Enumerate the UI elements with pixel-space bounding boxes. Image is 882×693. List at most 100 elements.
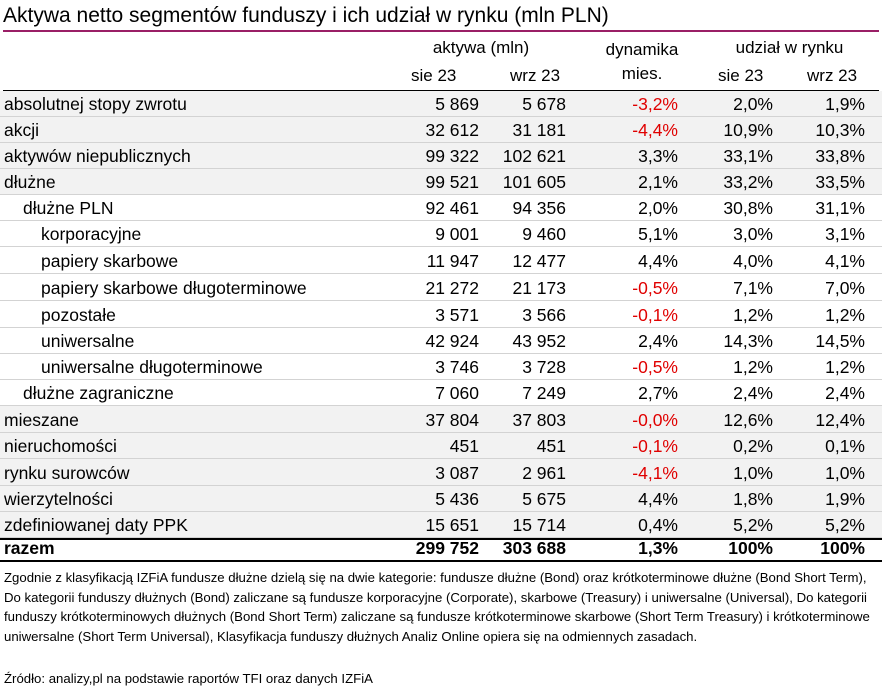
dynamics-cell: -3,2% [632, 94, 678, 114]
header-dynamics-line2: mies. [621, 64, 663, 83]
assets-sep-cell: 7 249 [522, 383, 566, 403]
table-row: zdefiniowanej daty PPK 15 651 15 714 0,4% 5,… [0, 512, 882, 538]
assets-sep-cell: 15 714 [512, 515, 566, 535]
header-dynamics-line1: dynamika [605, 40, 679, 59]
dynamics-cell: -0,5% [632, 278, 678, 298]
table-row: absolutnej stopy zwrotu 5 869 5 678 -3,2% 2,… [0, 91, 882, 117]
share-aug-cell: 4,0% [733, 251, 773, 271]
assets-sep-cell: 2 961 [522, 463, 566, 483]
total-row: razem 299 752 303 688 1,3% 100% 100% [0, 538, 882, 562]
dynamics-cell: -4,1% [632, 463, 678, 483]
assets-aug-cell: 15 651 [425, 515, 479, 535]
share-sep-cell: 5,2% [825, 515, 865, 535]
share-sep-cell: 12,4% [815, 410, 865, 430]
assets-sep-cell: 31 181 [512, 120, 566, 140]
assets-aug-cell: 7 060 [435, 383, 479, 403]
total-share-sep: 100% [820, 538, 865, 558]
share-sep-cell: 3,1% [825, 224, 865, 244]
assets-aug-cell: 3 571 [435, 305, 479, 325]
dynamics-cell: 5,1% [638, 224, 678, 244]
share-aug-cell: 10,9% [723, 120, 773, 140]
header-col-sep: wrz 23 [510, 66, 561, 85]
assets-aug-cell: 99 521 [425, 172, 479, 192]
table-row: dłużne zagraniczne 7 060 7 249 2,7% 2,4% 2,4% [0, 380, 882, 406]
share-sep-cell: 1,9% [825, 489, 865, 509]
share-aug-cell: 7,1% [733, 278, 773, 298]
row-label: aktywów niepublicznych [4, 146, 191, 166]
assets-sep-cell: 5 675 [522, 489, 566, 509]
table-row: mieszane 37 804 37 803 -0,0% 12,6% 12,4% [0, 406, 882, 433]
table-row: korporacyjne 9 001 9 460 5,1% 3,0% 3,1% [0, 221, 882, 247]
assets-sep-cell: 3 566 [522, 305, 566, 325]
share-sep-cell: 14,5% [815, 331, 865, 351]
dynamics-cell: 3,3% [638, 146, 678, 166]
share-sep-cell: 31,1% [815, 198, 865, 218]
assets-sep-cell: 451 [536, 436, 566, 456]
row-label: wierzytelności [4, 489, 113, 509]
source-note: Źródło: analizy,pl na podstawie raportów… [4, 671, 373, 686]
row-label: uniwersalne [41, 331, 135, 351]
table-row: aktywów niepublicznych 99 322 102 621 3,3% 3… [0, 143, 882, 169]
share-aug-cell: 30,8% [723, 198, 773, 218]
share-aug-cell: 2,0% [733, 94, 773, 114]
assets-aug-cell: 92 461 [425, 198, 479, 218]
table-row: dłużne PLN 92 461 94 356 2,0% 30,8% 31,1% [0, 195, 882, 221]
header-col-share-sep: wrz 23 [807, 66, 858, 85]
row-label: zdefiniowanej daty PPK [4, 515, 188, 535]
row-label: dłużne [4, 172, 56, 192]
assets-sep-cell: 3 728 [522, 357, 566, 377]
row-label: pozostałe [41, 305, 116, 325]
share-aug-cell: 3,0% [733, 224, 773, 244]
row-label: mieszane [4, 410, 79, 430]
total-sep: 303 688 [502, 538, 566, 558]
share-sep-cell: 1,2% [825, 357, 865, 377]
share-aug-cell: 0,2% [733, 436, 773, 456]
share-aug-cell: 33,2% [723, 172, 773, 192]
share-sep-cell: 1,0% [825, 463, 865, 483]
assets-sep-cell: 94 356 [512, 198, 566, 218]
total-aug: 299 752 [415, 538, 479, 558]
share-aug-cell: 14,3% [723, 331, 773, 351]
table-row: akcji 32 612 31 181 -4,4% 10,9% 10,3% [0, 117, 882, 143]
share-sep-cell: 0,1% [825, 436, 865, 456]
assets-sep-cell: 102 621 [502, 146, 566, 166]
row-label: papiery skarbowe [41, 251, 179, 271]
row-label: papiery skarbowe długoterminowe [41, 278, 307, 298]
assets-sep-cell: 21 173 [512, 278, 566, 298]
table-row: dłużne 99 521 101 605 2,1% 33,2% 33,5% [0, 169, 882, 195]
share-aug-cell: 1,8% [733, 489, 773, 509]
share-aug-cell: 33,1% [723, 146, 773, 166]
assets-sep-cell: 43 952 [512, 331, 566, 351]
share-aug-cell: 2,4% [733, 383, 773, 403]
total-label: razem [4, 538, 55, 558]
dynamics-cell: 2,0% [638, 198, 678, 218]
assets-aug-cell: 451 [449, 436, 479, 456]
table-row: papiery skarbowe 11 947 12 477 4,4% 4,0% 4,1% [0, 247, 882, 274]
assets-aug-cell: 3 087 [435, 463, 479, 483]
dynamics-cell: 4,4% [638, 251, 678, 271]
header-share-group: udział w rynku [735, 38, 844, 57]
assets-aug-cell: 99 322 [425, 146, 479, 166]
table-row: pozostałe 3 571 3 566 -0,1% 1,2% 1,2% [0, 301, 882, 328]
table-row: uniwersalne długoterminowe 3 746 3 728 -0,5… [0, 354, 882, 380]
share-aug-cell: 1,2% [733, 357, 773, 377]
row-label: dłużne zagraniczne [23, 383, 174, 403]
share-sep-cell: 10,3% [815, 120, 865, 140]
row-label: rynku surowców [4, 463, 130, 483]
assets-sep-cell: 101 605 [502, 172, 566, 192]
table-row: papiery skarbowe długoterminowe 21 272 21 … [0, 274, 882, 301]
header-assets-group: aktywa (mln) [432, 38, 530, 57]
assets-sep-cell: 37 803 [512, 410, 566, 430]
header-col-aug: sie 23 [411, 66, 457, 85]
header-divider [3, 90, 879, 91]
assets-aug-cell: 11 947 [426, 251, 479, 271]
assets-aug-cell: 42 924 [425, 331, 479, 351]
share-sep-cell: 1,9% [825, 94, 865, 114]
share-sep-cell: 7,0% [825, 278, 865, 298]
dynamics-cell: -0,1% [632, 436, 678, 456]
share-aug-cell: 1,2% [733, 305, 773, 325]
total-share-aug: 100% [728, 538, 773, 558]
row-label: dłużne PLN [23, 198, 114, 218]
assets-aug-cell: 3 746 [435, 357, 479, 377]
dynamics-cell: 2,1% [638, 172, 678, 192]
